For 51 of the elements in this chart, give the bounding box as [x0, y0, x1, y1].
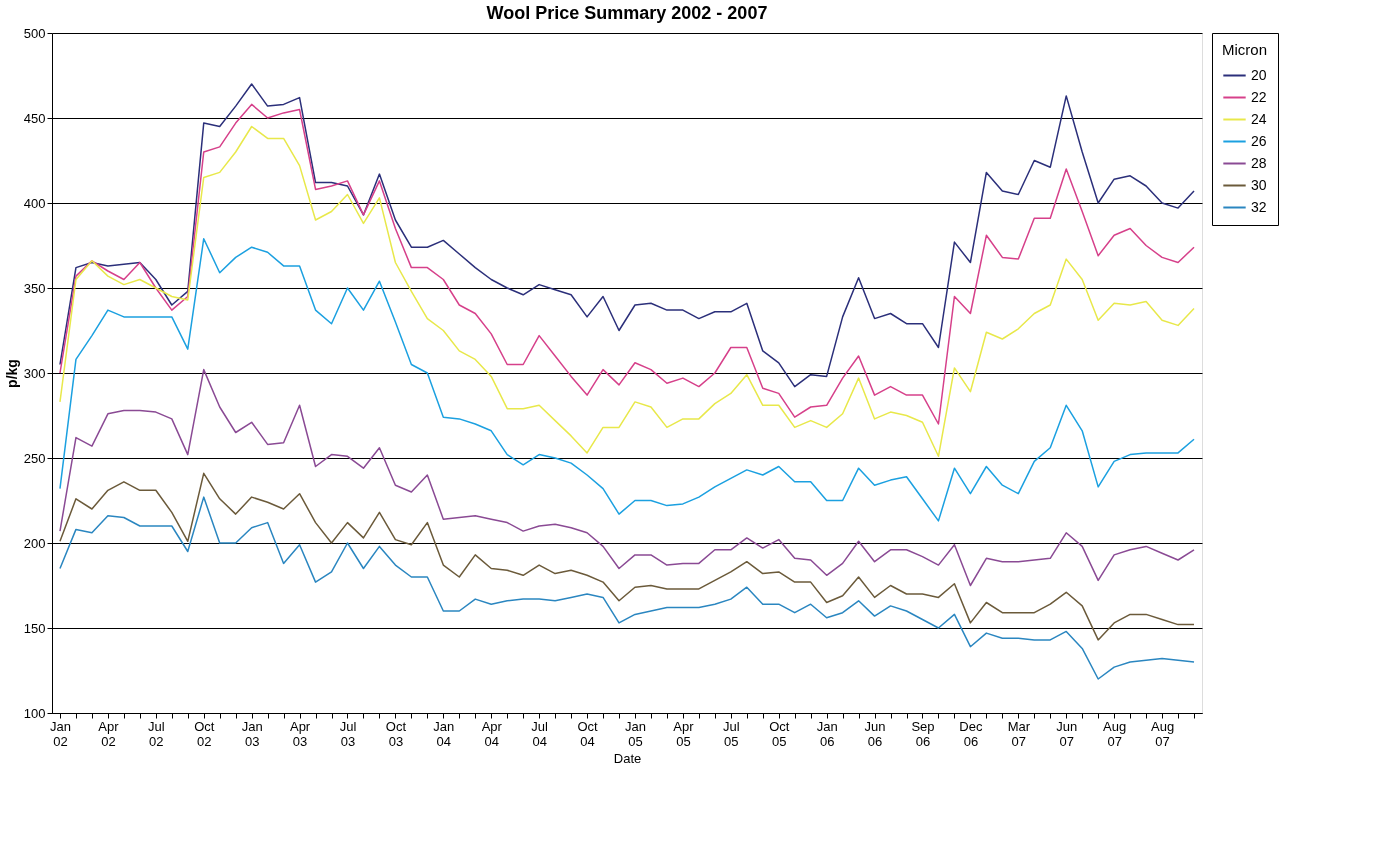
- line-series: [59, 125, 1195, 458]
- x-tick-label: Dec 06: [959, 718, 983, 749]
- y-tick-label: 200: [23, 535, 46, 551]
- x-tick-label: Sep 06: [911, 718, 935, 749]
- legend-label: 26: [1251, 132, 1267, 149]
- chart-title: Wool Price Summary 2002 - 2007: [486, 3, 768, 23]
- x-tick-label: Oct 03: [385, 718, 407, 749]
- x-tick-label: Oct 05: [769, 718, 790, 749]
- x-tick-label: Jan 02: [50, 718, 71, 749]
- x-tick-label: Oct 02: [194, 718, 215, 749]
- x-tick-label: Apr 02: [98, 718, 120, 749]
- x-tick-label: Mar 07: [1007, 718, 1031, 749]
- x-tick-label: Jul 02: [148, 718, 165, 749]
- x-tick-label: Apr 05: [673, 718, 695, 749]
- y-tick-label: 350: [23, 280, 46, 296]
- x-tick-label: Aug 07: [1151, 718, 1175, 749]
- y-tick-label: 150: [23, 620, 46, 636]
- x-tick-label: Jan 05: [625, 718, 646, 749]
- y-axis-title: p/kg: [3, 359, 20, 388]
- y-tick-label: 100: [23, 705, 46, 721]
- legend-label: 28: [1251, 154, 1267, 171]
- x-tick-label: Oct 04: [577, 718, 599, 749]
- line-series: [59, 368, 1195, 587]
- legend-label: 24: [1251, 110, 1267, 127]
- x-tick-label: Jan 06: [816, 718, 838, 749]
- line-series: [59, 237, 1195, 522]
- y-tick-label: 500: [23, 25, 46, 41]
- legend-title: Micron: [1222, 41, 1268, 58]
- x-tick-label: Jul 04: [531, 718, 549, 749]
- line-series: [59, 472, 1195, 641]
- x-tick-label: Jan 04: [433, 718, 455, 749]
- y-tick-label: 400: [23, 195, 46, 211]
- line-series: [59, 83, 1195, 388]
- y-tick-label: 450: [23, 110, 46, 126]
- legend-label: 32: [1251, 198, 1267, 215]
- y-tick-label: 250: [23, 450, 46, 466]
- line-series: [59, 496, 1195, 680]
- x-tick-label: Apr 04: [481, 718, 503, 749]
- line-series: [59, 103, 1195, 425]
- x-tick-label: Jan 03: [241, 718, 263, 749]
- x-tick-label: Jun 06: [864, 718, 886, 749]
- x-tick-label: Jul 05: [723, 718, 740, 749]
- x-tick-label: Apr 03: [289, 718, 311, 749]
- y-tick-label: 300: [23, 365, 46, 381]
- legend-label: 30: [1251, 176, 1267, 193]
- x-axis-title: Date: [613, 750, 642, 766]
- x-tick-label: Aug 07: [1103, 718, 1127, 749]
- legend-label: 22: [1251, 88, 1267, 105]
- x-tick-label: Jun 07: [1056, 718, 1078, 749]
- x-tick-label: Jul 03: [339, 718, 357, 749]
- legend-label: 20: [1251, 66, 1267, 83]
